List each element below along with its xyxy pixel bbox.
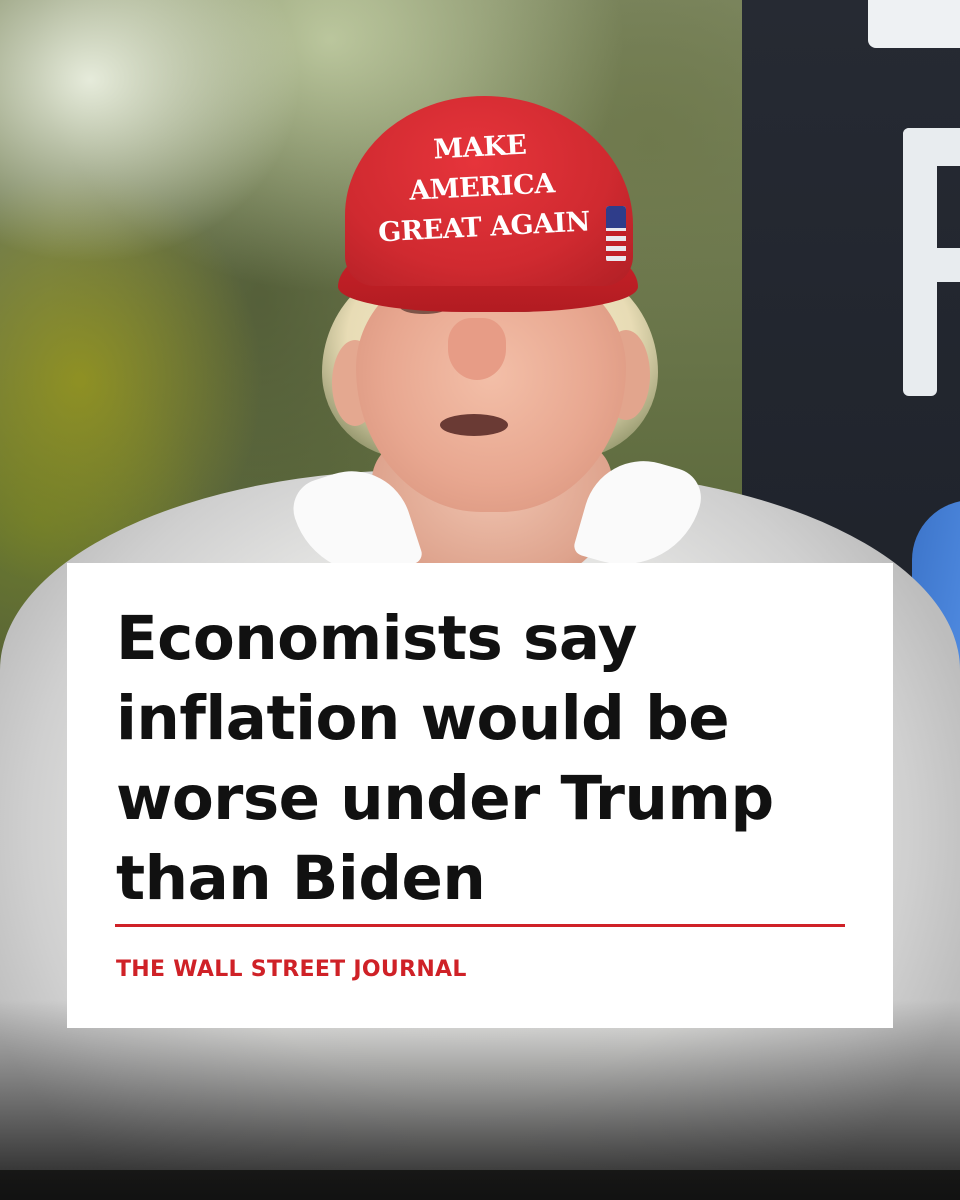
bottom-shadow xyxy=(0,1000,960,1200)
mouth xyxy=(440,414,508,436)
publication-name: THE WALL STREET JOURNAL xyxy=(116,957,467,982)
headline-card: Economists say inflation would be worse … xyxy=(67,563,893,1028)
sign-letter-bar xyxy=(868,0,960,48)
sign-letter-mid-arm xyxy=(903,248,960,282)
nose xyxy=(448,318,506,380)
headline: Economists say inflation would be worse … xyxy=(116,603,774,914)
cap-slogan: MAKE AMERICA GREAT AGAIN xyxy=(377,129,591,249)
divider-rule xyxy=(115,924,845,927)
flag-icon xyxy=(606,206,626,262)
sign-letter-top-arm xyxy=(903,128,960,166)
